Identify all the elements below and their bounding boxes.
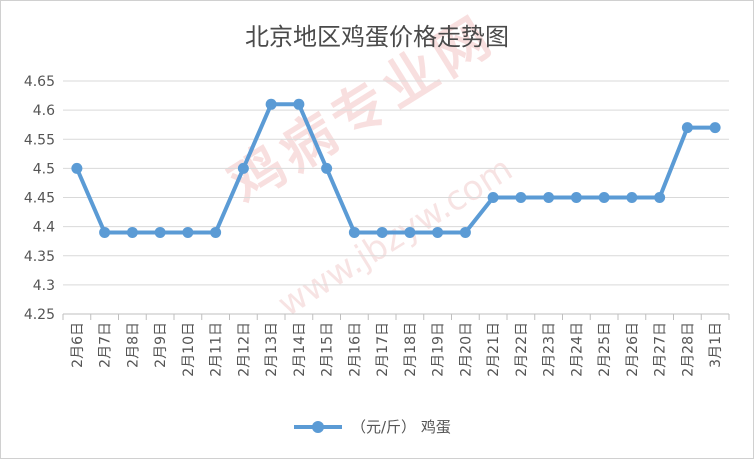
y-tick-label: 4.55 <box>24 132 55 148</box>
x-tick-label: 2月11日 <box>209 322 225 377</box>
x-tick-label: 2月26日 <box>625 322 641 377</box>
x-tick-label: 2月23日 <box>542 322 558 377</box>
x-tick-label: 2月14日 <box>292 322 308 377</box>
y-tick-label: 4.3 <box>33 278 55 294</box>
x-tick-label: 2月28日 <box>680 322 696 377</box>
y-tick-label: 4.5 <box>33 161 55 177</box>
data-point <box>515 192 527 203</box>
data-point <box>626 192 638 203</box>
x-tick-label: 2月16日 <box>347 322 363 377</box>
data-point <box>459 226 471 238</box>
legend-label: （元/斤） 鸡蛋 <box>351 418 451 436</box>
data-point <box>404 226 416 238</box>
data-point <box>709 122 721 134</box>
x-tick-label: 2月8日 <box>125 322 141 368</box>
data-point <box>681 122 693 134</box>
x-tick-label: 2月24日 <box>569 322 585 377</box>
data-point <box>487 192 499 203</box>
x-tick-label: 3月1日 <box>708 322 724 368</box>
grid-layer <box>62 80 730 320</box>
data-point <box>182 226 194 238</box>
data-point <box>432 226 444 238</box>
data-point <box>154 226 166 238</box>
y-tick-label: 4.4 <box>33 220 55 236</box>
x-tick-label: 2月12日 <box>236 322 252 377</box>
x-tick-label: 2月9日 <box>153 322 169 368</box>
y-axis-ticks: 4.25 4.3 4.35 4.4 4.45 4.5 4.55 4.6 4.65 <box>24 74 55 323</box>
data-point <box>237 162 249 174</box>
y-tick-label: 4.6 <box>33 103 55 119</box>
data-point <box>543 192 555 203</box>
data-point <box>654 192 666 203</box>
legend: （元/斤） 鸡蛋 <box>294 418 451 436</box>
series-layer <box>71 98 721 238</box>
x-tick-label: 2月10日 <box>181 322 197 377</box>
data-point <box>126 226 138 238</box>
x-axis-ticks: 2月6日 2月7日 2月8日 2月9日 2月10日 2月11日 2月12日 2月13日 2月14… <box>70 322 724 377</box>
data-point <box>376 226 388 238</box>
x-tick-label: 2月13日 <box>264 322 280 377</box>
x-tick-label: 2月6日 <box>70 322 86 368</box>
data-point <box>210 226 222 238</box>
data-point <box>570 192 582 203</box>
data-point <box>348 226 360 238</box>
data-point <box>99 226 111 238</box>
data-point <box>598 192 610 203</box>
chart-title: 北京地区鸡蛋价格走势图 <box>245 23 509 51</box>
y-tick-label: 4.65 <box>24 74 55 90</box>
y-tick-label: 4.35 <box>24 249 55 265</box>
x-tick-label: 2月19日 <box>431 322 447 377</box>
x-tick-label: 2月17日 <box>375 322 391 377</box>
x-tick-label: 2月15日 <box>320 322 336 377</box>
data-point <box>293 98 305 110</box>
x-tick-label: 2月18日 <box>403 322 419 377</box>
x-tick-label: 2月27日 <box>653 322 669 377</box>
legend-marker-icon <box>312 421 324 433</box>
x-tick-label: 2月20日 <box>458 322 474 377</box>
x-tick-label: 2月21日 <box>486 322 502 377</box>
data-point <box>265 98 277 110</box>
y-tick-label: 4.25 <box>24 307 55 323</box>
x-tick-label: 2月7日 <box>98 322 114 368</box>
data-point <box>71 162 83 174</box>
x-tick-label: 2月22日 <box>514 322 530 377</box>
y-tick-label: 4.45 <box>24 191 55 207</box>
data-point <box>321 162 333 174</box>
x-tick-label: 2月25日 <box>597 322 613 377</box>
